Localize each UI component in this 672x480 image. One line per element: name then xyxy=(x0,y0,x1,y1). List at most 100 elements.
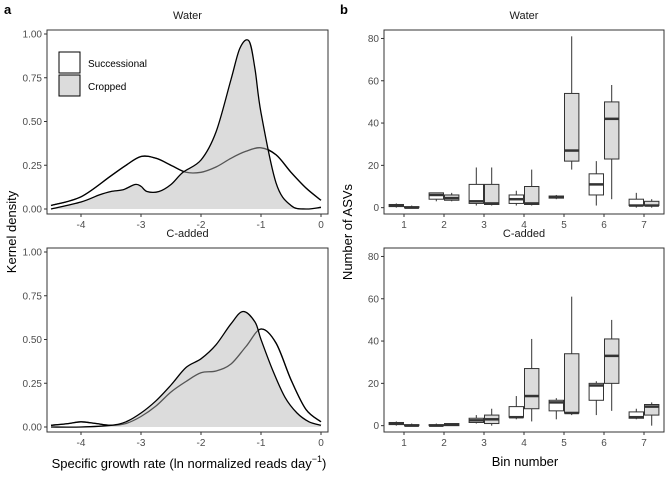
box-successional-bin-4 xyxy=(508,190,525,206)
x-tick-label: 4 xyxy=(521,220,527,231)
box-cropped-bin-7 xyxy=(644,199,660,208)
panel-letter-b: b xyxy=(340,2,348,17)
x-tick-label: -2 xyxy=(197,438,206,449)
x-tick-label: 3 xyxy=(481,220,487,231)
density-line-cropped xyxy=(50,310,322,428)
x-axis-title-main: Specific growth rate (ln normalized read… xyxy=(52,456,313,471)
x-tick-label: 5 xyxy=(561,220,567,231)
box-cropped-bin-4 xyxy=(524,338,540,422)
legend-label-successional: Successional xyxy=(88,59,147,70)
box-cropped-bin-4 xyxy=(524,169,540,206)
y-tick-label: 1.00 xyxy=(23,30,43,41)
box-body xyxy=(604,338,620,384)
box-cropped-bin-1 xyxy=(404,205,420,209)
x-tick-label: 6 xyxy=(601,220,607,231)
x-tick-label: 7 xyxy=(641,438,647,449)
x-tick-label: 6 xyxy=(601,438,607,449)
y-axis-title-density: Kernel density xyxy=(4,190,19,273)
facet-strip-label: Water xyxy=(510,10,539,22)
box-cropped-bin-2 xyxy=(444,192,460,202)
box-successional-bin-3 xyxy=(468,167,485,206)
y-tick-label: 40 xyxy=(368,119,380,130)
y-tick-label: 0.00 xyxy=(23,423,43,434)
box-body xyxy=(588,382,604,401)
box-successional-bin-2 xyxy=(428,192,445,202)
y-tick-label: 0.50 xyxy=(23,117,43,128)
box-panel-water: Water 0 20 40 60 80 1 2 3 4 5 6 7 xyxy=(368,10,665,231)
x-tick-label: -3 xyxy=(137,220,146,231)
facet-strip-label: C-added xyxy=(166,228,208,240)
box-successional-bin-4 xyxy=(508,396,525,420)
x-tick-label: -4 xyxy=(77,438,86,449)
x-tick-label: -1 xyxy=(257,220,266,231)
box-body xyxy=(548,399,564,412)
panel-letter-a: a xyxy=(4,2,12,17)
x-axis-title-end: ) xyxy=(322,456,326,471)
density-area-cropped xyxy=(51,311,321,428)
box-cropped-bin-5 xyxy=(564,36,580,170)
y-tick-label: 0 xyxy=(373,203,379,214)
box-cropped-bin-2 xyxy=(444,423,460,427)
y-tick-label: 60 xyxy=(368,294,380,305)
box-cropped-bin-6 xyxy=(604,84,620,200)
x-tick-label: -1 xyxy=(257,438,266,449)
box-body xyxy=(564,353,580,414)
legend-key-successional xyxy=(58,51,81,74)
y-tick-label: 0.50 xyxy=(23,335,43,346)
box-cropped-bin-3 xyxy=(484,167,500,206)
x-tick-label: -4 xyxy=(77,220,86,231)
x-tick-label: 1 xyxy=(401,438,407,449)
box-successional-bin-6 xyxy=(588,161,604,206)
box-successional-bin-5 xyxy=(548,398,564,420)
legend: Successional Cropped xyxy=(58,51,147,97)
x-tick-label: 7 xyxy=(641,220,647,231)
y-axis-title-asvs: Number of ASVs xyxy=(340,183,355,280)
y-tick-label: 80 xyxy=(368,252,380,263)
y-tick-label: 0.75 xyxy=(23,73,43,84)
x-tick-label: -2 xyxy=(197,220,206,231)
density-panel-c-added: C-added 0.00 0.25 0.50 0.75 1.00 -4 -3 -2 -1 0 xyxy=(23,228,329,449)
box-body xyxy=(468,183,485,204)
y-tick-label: 20 xyxy=(368,379,380,390)
legend-key-cropped xyxy=(58,74,81,97)
box-body xyxy=(564,92,580,162)
box-cropped-bin-3 xyxy=(484,408,500,426)
box-cropped-bin-1 xyxy=(404,423,420,427)
box-successional-bin-1 xyxy=(388,421,405,426)
box-panel-c-added: C-added 0 20 40 60 80 1 2 3 4 5 6 7 xyxy=(368,228,665,449)
box-cropped-bin-7 xyxy=(644,402,660,426)
x-tick-label: 5 xyxy=(561,438,567,449)
y-tick-label: 80 xyxy=(368,34,380,45)
box-body xyxy=(524,368,540,410)
box-successional-bin-1 xyxy=(388,203,405,208)
x-axis-title-growth: Specific growth rate (ln normalized read… xyxy=(52,454,327,471)
x-tick-label: 2 xyxy=(441,220,447,231)
x-tick-label: 0 xyxy=(318,220,324,231)
box-successional-bin-6 xyxy=(588,381,604,416)
y-tick-label: 60 xyxy=(368,76,380,87)
x-tick-label: 4 xyxy=(521,438,527,449)
panel-frame xyxy=(383,29,665,215)
x-tick-label: -3 xyxy=(137,438,146,449)
box-successional-bin-7 xyxy=(628,192,644,208)
box-body xyxy=(644,404,660,416)
box-cropped-bin-5 xyxy=(564,296,580,416)
legend-label-cropped: Cropped xyxy=(88,82,126,93)
y-tick-label: 1.00 xyxy=(23,248,43,259)
y-tick-label: 0.25 xyxy=(23,379,43,390)
box-body xyxy=(604,101,620,160)
box-successional-bin-7 xyxy=(628,408,644,420)
box-body xyxy=(508,406,525,418)
box-cropped-bin-6 xyxy=(604,319,620,411)
box-successional-bin-2 xyxy=(428,423,445,427)
facet-strip-label: Water xyxy=(173,10,202,22)
y-tick-label: 0.75 xyxy=(23,291,43,302)
y-tick-label: 0.00 xyxy=(23,205,43,216)
facet-strip-label: C-added xyxy=(503,228,545,240)
box-successional-bin-5 xyxy=(548,194,564,200)
x-tick-label: 2 xyxy=(441,438,447,449)
box-body xyxy=(484,183,500,205)
x-tick-label: 0 xyxy=(318,438,324,449)
